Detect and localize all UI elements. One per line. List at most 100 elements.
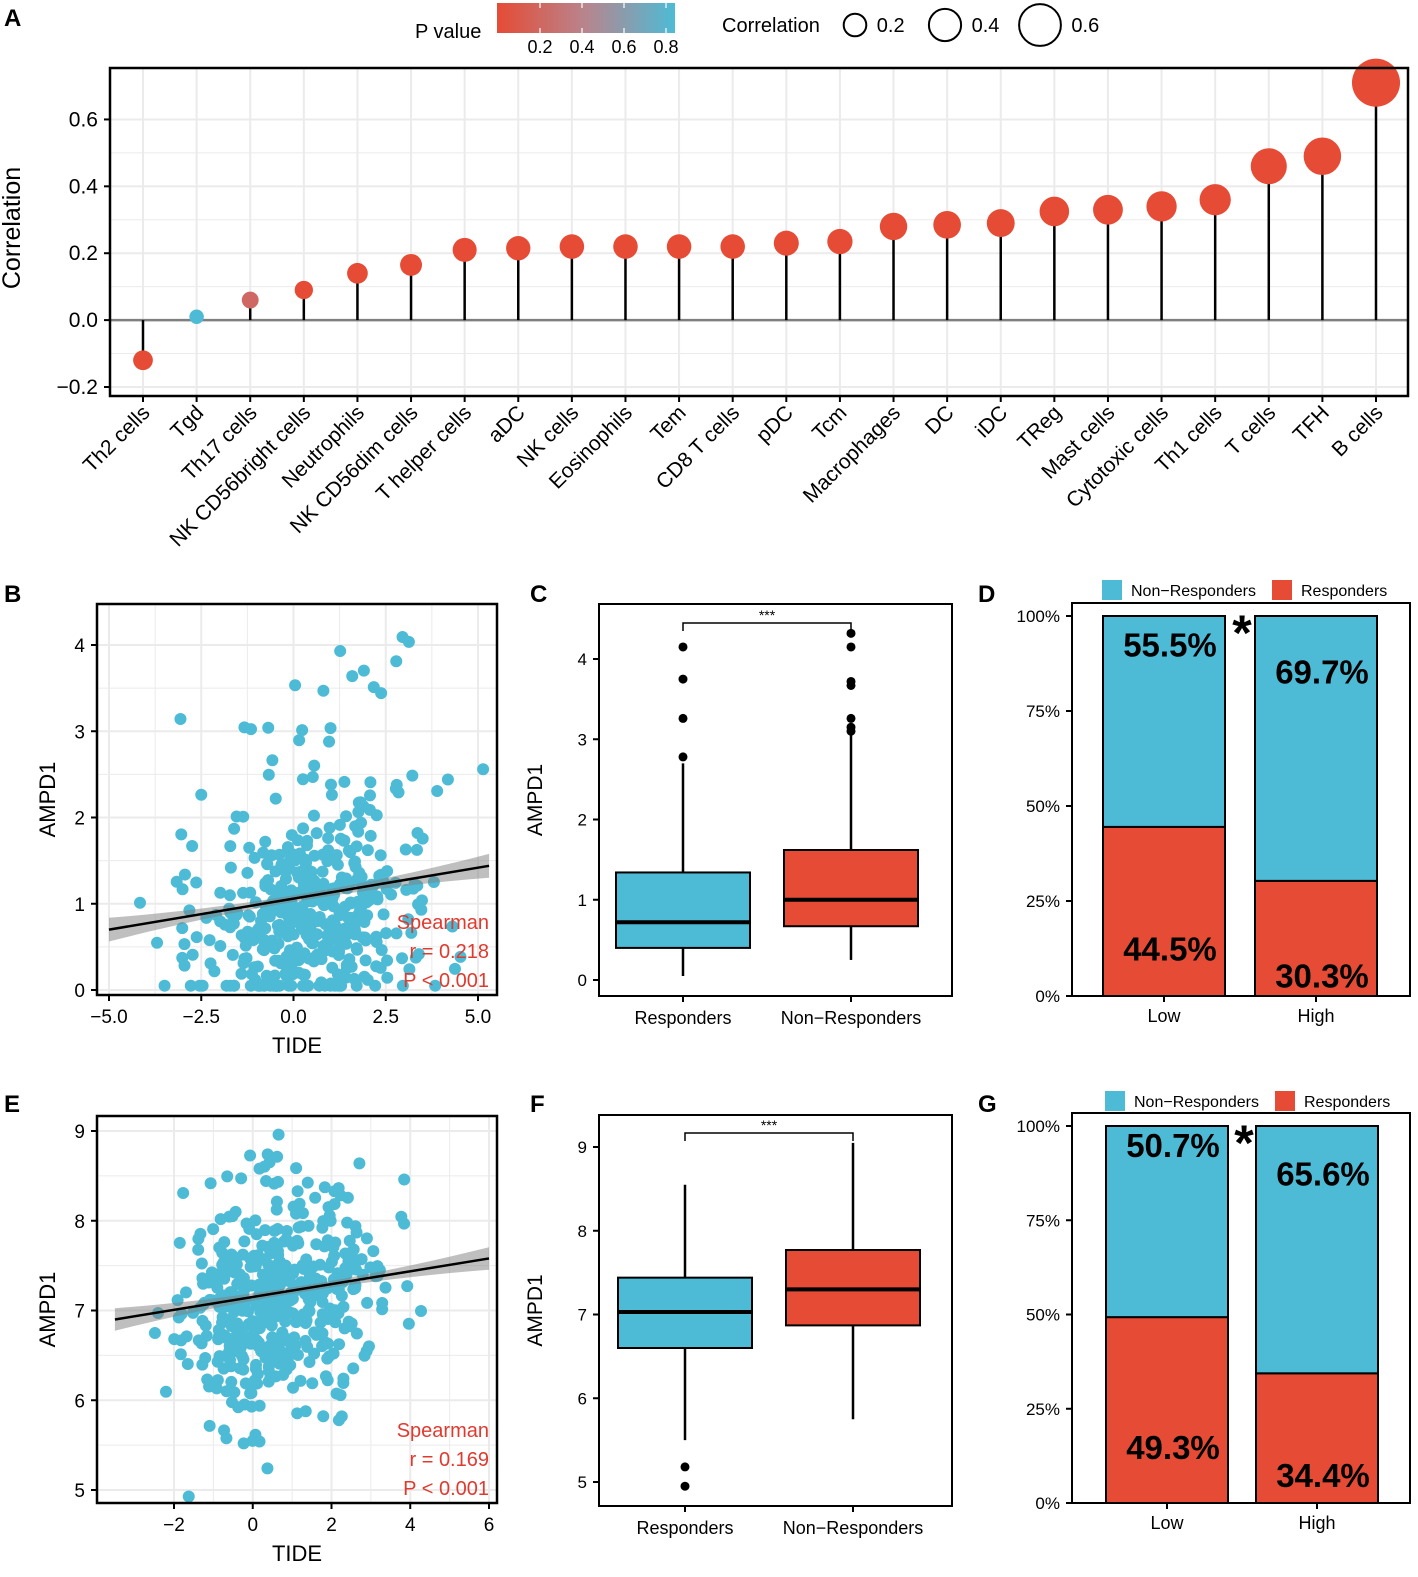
scatter-point: [321, 1352, 334, 1365]
scatter-point: [259, 1351, 272, 1364]
scatter-point: [235, 967, 248, 980]
scatter-point: [237, 1437, 250, 1450]
stacked-bar-label-non-responders: 69.7%: [1275, 653, 1369, 690]
panel-letter-e: E: [4, 1091, 20, 1118]
boxplot-outlier: [846, 722, 856, 732]
scatter-point: [218, 918, 231, 931]
scatter-point: [300, 1253, 313, 1266]
scatter-point: [214, 886, 227, 899]
scatter-xtick-label: 5.0: [465, 1007, 491, 1028]
scatter-point: [398, 1173, 411, 1186]
panel-a-xtick-label: iDC: [971, 401, 1012, 442]
scatter-point: [231, 1317, 244, 1330]
stacked-bar-ytick-label: 75%: [1026, 1211, 1060, 1230]
panel-a-ytick-label: 0.2: [69, 242, 98, 265]
scatter-ytick-label: 9: [74, 1122, 85, 1143]
panel-c-boxplot: Responders Non−Responders *** 0 1 2 3 4 AMPD1: [524, 603, 953, 1028]
scatter-point: [244, 1149, 257, 1162]
scatter-point: [302, 1219, 315, 1232]
scatter-point: [338, 775, 351, 788]
scatter-point: [281, 841, 294, 854]
scatter-point: [195, 1257, 208, 1270]
scatter-point: [324, 778, 337, 791]
scatter-point: [266, 1331, 279, 1344]
scatter-point: [295, 1276, 308, 1289]
stacked-bar-non-responders: [1255, 1125, 1379, 1375]
scatter-point: [252, 1340, 265, 1353]
boxplot-ylabel: AMPD1: [524, 1274, 547, 1346]
scatter-point: [279, 1259, 292, 1272]
scatter-point: [333, 1338, 346, 1351]
scatter-point: [259, 922, 272, 935]
scatter-point: [204, 1177, 217, 1190]
significance-bracket: [684, 1132, 854, 1141]
scatter-point: [289, 679, 302, 692]
legend-label-non-responders: Non−Responders: [1134, 1094, 1259, 1111]
stacked-bar-ytick-label: 50%: [1026, 797, 1060, 816]
lollipop-point: [1351, 58, 1401, 107]
scatter-point: [200, 1329, 213, 1342]
scatter-point: [213, 1350, 226, 1363]
scatter-point: [306, 771, 319, 784]
boxplot-outlier: [680, 1481, 690, 1491]
pvalue-colorbar-ticks: 0.2 0.4 0.6 0.8: [527, 3, 679, 57]
scatter-point: [348, 855, 361, 868]
lollipop-point: [986, 209, 1015, 238]
scatter-point: [203, 1419, 216, 1432]
scatter-point: [349, 1220, 362, 1233]
boxplot-outlier: [680, 1462, 690, 1472]
panel-a-ylabel: Correlation: [0, 167, 26, 289]
scatter-xtick-label: 2.5: [373, 1007, 399, 1028]
scatter-point: [228, 979, 241, 992]
boxplot-xtick-label: Responders: [636, 1518, 733, 1538]
scatter-point: [317, 877, 330, 890]
scatter-point: [321, 1374, 334, 1387]
panel-a-xtick-label: B cells: [1328, 401, 1388, 461]
lollipop-point: [347, 262, 368, 284]
scatter-xtick-label: −2.5: [182, 1007, 220, 1028]
scatter-ytick-label: 2: [74, 809, 85, 830]
scatter-point: [248, 851, 261, 864]
scatter-ytick-label: 6: [74, 1391, 85, 1412]
scatter-point: [282, 1305, 295, 1318]
regression-line: [114, 1257, 490, 1321]
correlation-legend-items: 0.2 0.4 0.6: [842, 3, 1099, 47]
scatter-point: [318, 1181, 331, 1194]
scatter-point: [241, 866, 254, 879]
panel-a-xtick-label: aDC: [484, 401, 530, 447]
scatter-point: [335, 871, 348, 884]
scatter-point: [286, 1334, 299, 1347]
legend-swatch-non-responders: [1102, 580, 1122, 600]
scatter-point: [300, 1314, 313, 1327]
scatter-point: [213, 1330, 226, 1343]
scatter-point: [263, 1275, 276, 1288]
scatter-ytick-label: 7: [74, 1302, 85, 1323]
scatter-point: [292, 912, 305, 925]
scatter-point: [253, 1162, 266, 1175]
scatter-point: [313, 979, 326, 992]
scatter-point: [342, 1255, 355, 1268]
scatter-point: [292, 1237, 305, 1250]
scatter-point: [217, 1362, 230, 1375]
boxplot-box: [615, 871, 751, 949]
boxplot-ytick-label: 3: [578, 730, 587, 749]
scatter-point: [151, 936, 164, 949]
scatter-point: [280, 1274, 293, 1287]
panel-g-stacked-bar: 50.7% 49.3% Low 65.6% 34.4% High * 0% 25% 50% 75% 1…: [1017, 1091, 1411, 1533]
scatter-point: [311, 928, 324, 941]
boxplot-outlier: [678, 642, 688, 652]
scatter-ylabel: AMPD1: [35, 1272, 60, 1348]
boxplot-outlier: [678, 674, 688, 684]
lollipop-point: [1199, 184, 1231, 216]
scatter-point: [364, 776, 377, 789]
scatter-point: [330, 849, 343, 862]
scatter-point: [264, 883, 277, 896]
lollipop-point: [1250, 148, 1287, 185]
colorbar-tick-label: 0.6: [611, 37, 636, 57]
colorbar-tick-label: 0.8: [653, 37, 678, 57]
boxplot-ytick-label: 8: [578, 1222, 587, 1241]
scatter-point: [265, 1319, 278, 1332]
pvalue-legend-title: P value: [415, 21, 481, 43]
lollipop-point: [1146, 191, 1177, 222]
scatter-point: [374, 961, 387, 974]
